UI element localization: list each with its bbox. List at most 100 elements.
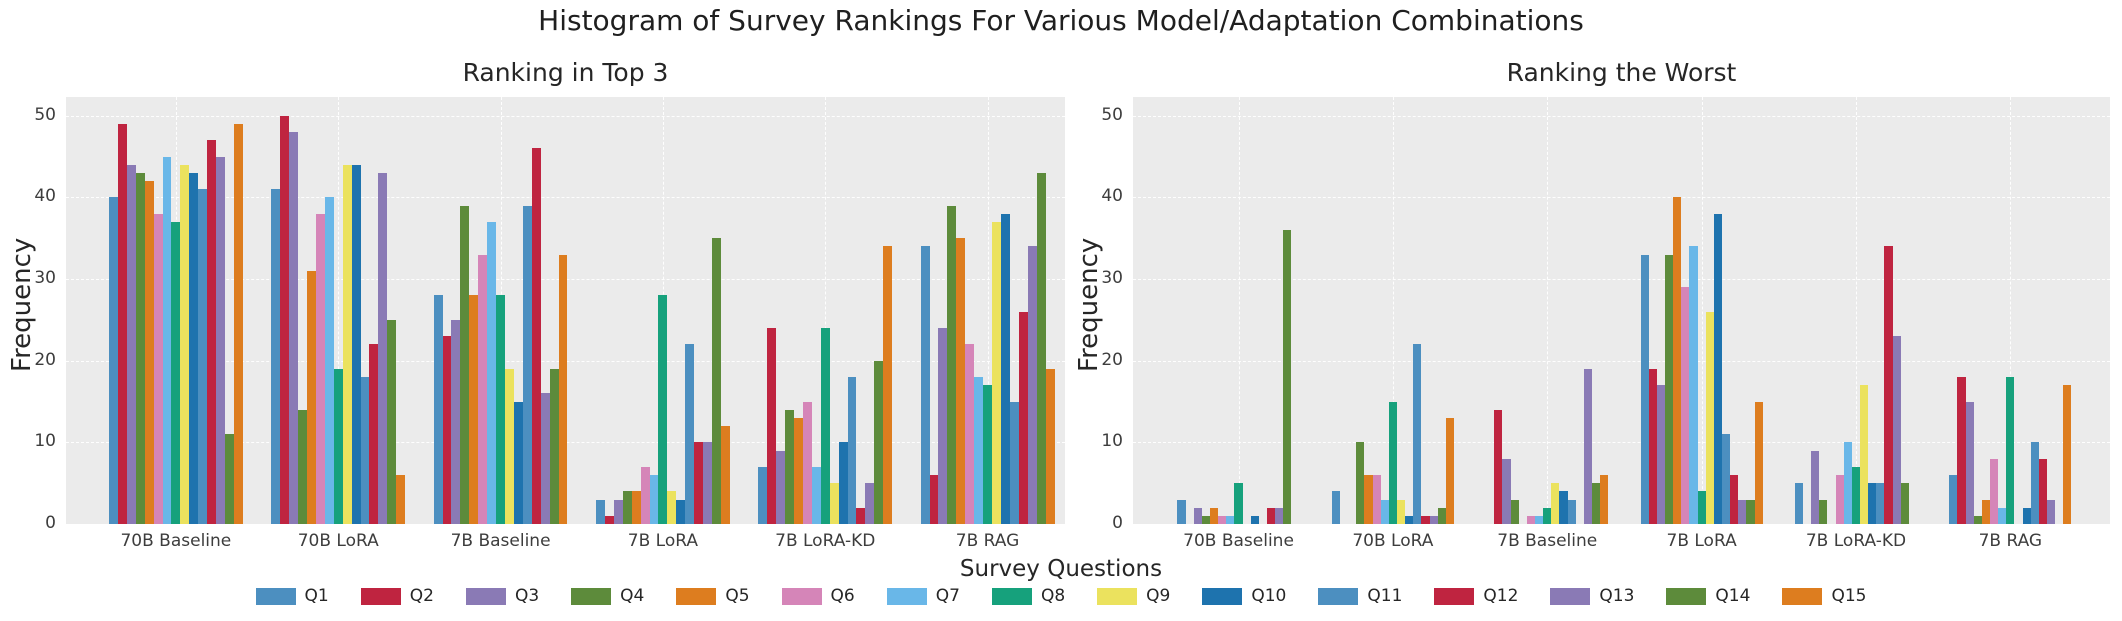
bar-Q11-7B-LoRA <box>685 344 695 524</box>
y-tick-label: 10 <box>34 431 56 452</box>
bar-Q3-70B-Baseline <box>126 164 136 524</box>
bar-Q10-7B-Baseline <box>513 401 523 524</box>
bar-Q7-7B-Baseline <box>487 221 497 524</box>
y-tick-label: 0 <box>1112 513 1123 533</box>
bar-Q9-70B-LoRA <box>342 164 352 524</box>
bar-Q14-7B-Baseline <box>549 368 559 524</box>
bar-Q9-7B-Baseline <box>505 368 514 524</box>
bar-Q6-7B-LoRA <box>1681 287 1690 524</box>
category-label: 70B LoRA <box>297 531 379 551</box>
legend-item-Q12: Q12 <box>1434 586 1518 606</box>
bar-Q12-7B-LoRA-KD <box>1884 246 1893 524</box>
bar-Q1-7B-Baseline <box>433 295 443 524</box>
gridline-y-30 <box>1133 279 2110 281</box>
bar-Q7-70B-LoRA <box>324 197 334 524</box>
bar-Q1-70B-LoRA <box>271 189 281 524</box>
gridline-y-50 <box>66 115 1065 117</box>
legend-label: Q14 <box>1715 586 1751 606</box>
bar-Q13-7B-LoRA-KD <box>865 483 875 524</box>
bar-Q1-7B-LoRA-KD <box>1794 483 1804 524</box>
gridline-y-40 <box>1133 197 2110 199</box>
legend-item-Q6: Q6 <box>781 586 855 606</box>
bar-Q15-7B-RAG <box>2063 385 2072 524</box>
bar-Q8-7B-LoRA <box>1697 491 1706 524</box>
bar-Q6-70B-LoRA <box>1372 475 1381 524</box>
legend-swatch-icon <box>1202 587 1243 605</box>
bar-Q14-70B-Baseline <box>1283 230 1292 524</box>
bar-Q15-70B-LoRA <box>396 475 406 524</box>
bar-Q10-7B-LoRA-KD <box>838 442 848 524</box>
bar-Q10-7B-LoRA <box>676 499 686 524</box>
bar-Q4-7B-RAG <box>947 205 957 524</box>
bar-Q3-7B-Baseline <box>1502 458 1511 524</box>
bar-Q11-7B-LoRA-KD <box>1876 483 1885 524</box>
bar-Q11-7B-RAG <box>1009 401 1019 524</box>
bar-Q12-7B-LoRA <box>1730 475 1739 524</box>
bar-Q6-7B-RAG <box>1989 458 1999 524</box>
legend-swatch-icon <box>1434 587 1475 605</box>
legend-item-Q2: Q2 <box>360 586 434 606</box>
bar-Q4-70B-LoRA <box>1356 442 1365 524</box>
bar-Q4-7B-Baseline <box>1510 499 1519 524</box>
gridline-y-40 <box>66 197 1065 199</box>
legend-label: Q3 <box>514 586 540 606</box>
bar-Q13-70B-LoRA <box>1429 515 1438 524</box>
bar-Q3-7B-LoRA-KD <box>1811 450 1820 524</box>
bar-Q8-7B-LoRA-KD <box>1851 466 1861 524</box>
bar-Q5-70B-Baseline <box>144 181 154 524</box>
bar-Q3-7B-Baseline <box>451 319 461 524</box>
bar-Q6-7B-LoRA-KD <box>802 401 812 524</box>
legend-item-Q13: Q13 <box>1550 586 1634 606</box>
bar-Q13-70B-LoRA <box>378 172 388 524</box>
y-tick-label: 20 <box>1101 349 1123 370</box>
legend-label: Q5 <box>725 586 750 606</box>
bar-Q13-7B-LoRA-KD <box>1892 336 1901 524</box>
y-tick-label: 30 <box>1101 268 1123 289</box>
bar-Q8-7B-LoRA <box>658 295 668 524</box>
bar-Q2-7B-Baseline <box>442 336 452 524</box>
category-label: 7B Baseline <box>450 531 551 551</box>
bar-Q6-7B-LoRA-KD <box>1835 475 1844 524</box>
legend: Q1 Q2 Q3 Q4 Q5 Q6 Q7 Q8 Q9 Q10 Q11 Q12 Q13 Q14 Q15 <box>0 586 2122 606</box>
bar-Q14-70B-LoRA <box>1437 507 1446 524</box>
bar-Q12-7B-LoRA <box>694 442 704 524</box>
bar-Q7-70B-LoRA <box>1380 499 1389 524</box>
bar-Q7-7B-RAG <box>1998 507 2007 524</box>
legend-swatch-icon <box>1666 587 1707 605</box>
bar-Q6-7B-Baseline <box>478 254 488 524</box>
bar-Q4-70B-Baseline <box>135 172 145 524</box>
legend-swatch-icon <box>886 587 927 605</box>
bar-Q12-7B-LoRA-KD <box>856 507 866 524</box>
bar-Q8-7B-RAG <box>2006 377 2015 524</box>
legend-item-Q14: Q14 <box>1666 586 1750 606</box>
figure-title: Histogram of Survey Rankings For Various… <box>538 4 1584 37</box>
bar-Q4-7B-LoRA-KD <box>785 409 794 524</box>
bar-Q11-7B-Baseline <box>522 205 532 524</box>
bar-Q12-7B-RAG <box>1018 311 1028 524</box>
legend-swatch-icon <box>676 587 717 605</box>
bar-Q8-7B-RAG <box>983 385 993 524</box>
bar-Q13-7B-Baseline <box>1583 368 1593 524</box>
bar-Q4-70B-Baseline <box>1201 515 1211 524</box>
bar-Q1-7B-RAG <box>1949 475 1958 524</box>
gridline-x <box>1547 97 1549 524</box>
category-label: 7B RAG <box>955 531 1020 551</box>
bar-Q9-7B-LoRA-KD <box>829 483 839 524</box>
bar-Q14-7B-LoRA-KD <box>1900 483 1909 524</box>
bar-Q10-70B-Baseline <box>1250 515 1259 524</box>
bar-Q14-70B-Baseline <box>224 434 234 524</box>
bar-Q11-70B-Baseline <box>198 189 208 524</box>
bar-Q11-7B-RAG <box>2030 442 2039 524</box>
bar-Q8-70B-Baseline <box>171 221 181 524</box>
bar-Q10-70B-LoRA <box>351 164 361 524</box>
bar-Q14-7B-LoRA <box>1746 499 1755 524</box>
bar-Q10-7B-RAG <box>2022 507 2031 524</box>
bar-Q7-7B-LoRA-KD <box>811 466 821 524</box>
bar-Q2-70B-LoRA <box>280 115 290 524</box>
bar-Q2-7B-LoRA <box>1648 368 1657 524</box>
bar-Q8-7B-Baseline <box>496 295 506 524</box>
gridline-y-50 <box>1133 115 2110 117</box>
legend-label: Q11 <box>1367 586 1403 606</box>
gridline-x <box>1855 97 1857 524</box>
bar-Q15-70B-Baseline <box>233 123 243 524</box>
